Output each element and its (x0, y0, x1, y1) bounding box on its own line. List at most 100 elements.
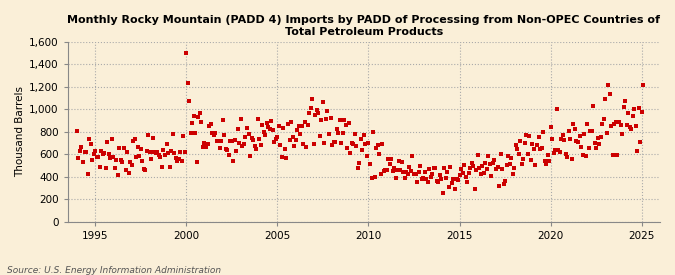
Point (80, 150, 91, 154)
Point (266, 119, 277, 123)
Point (629, 107, 640, 111)
Point (299, 120, 310, 125)
Point (435, 173, 446, 178)
Point (122, 150, 132, 154)
Point (275, 143, 286, 148)
Point (469, 186, 480, 191)
Point (78, 160, 88, 164)
Point (375, 172, 386, 176)
Point (317, 100, 328, 104)
Point (153, 153, 164, 158)
Point (378, 169, 389, 174)
Point (479, 171, 489, 176)
Point (554, 150, 565, 154)
Point (583, 146, 594, 150)
Point (226, 139, 237, 143)
Point (384, 161, 395, 166)
Point (591, 145, 601, 150)
Point (508, 172, 518, 176)
Point (562, 154, 573, 159)
Point (236, 117, 246, 122)
Point (578, 132, 589, 137)
Point (310, 113, 321, 118)
Point (155, 155, 166, 159)
Point (381, 168, 392, 172)
Point (313, 111, 324, 115)
Point (301, 145, 312, 149)
Point (568, 122, 579, 126)
Point (351, 144, 362, 148)
Point (524, 134, 535, 139)
Point (504, 162, 515, 166)
Point (194, 111, 205, 115)
Point (408, 172, 419, 177)
Point (188, 114, 199, 118)
Point (82, 171, 93, 176)
Point (286, 120, 296, 124)
Point (637, 109, 647, 114)
Point (196, 119, 207, 124)
Point (497, 167, 508, 171)
Point (339, 117, 350, 122)
Point (618, 105, 629, 109)
Point (119, 145, 130, 150)
Point (109, 166, 120, 170)
Point (421, 177, 431, 181)
Point (225, 139, 236, 143)
Point (250, 147, 261, 151)
Point (368, 130, 379, 134)
Point (333, 131, 344, 135)
Point (169, 151, 180, 155)
Point (386, 156, 397, 161)
Point (530, 163, 541, 167)
Point (597, 122, 608, 126)
Point (345, 150, 356, 155)
Point (315, 134, 325, 139)
Point (571, 139, 582, 144)
Point (223, 153, 234, 157)
Point (228, 159, 239, 163)
Point (99, 151, 109, 155)
Point (186, 131, 196, 136)
Point (105, 156, 115, 161)
Point (532, 142, 543, 147)
Point (445, 165, 456, 170)
Point (433, 180, 443, 185)
Point (516, 162, 527, 166)
Point (161, 142, 172, 146)
Point (502, 163, 512, 167)
Point (460, 175, 471, 180)
Point (213, 139, 223, 144)
Point (220, 147, 231, 151)
Point (358, 133, 369, 137)
Point (600, 97, 611, 101)
Point (542, 153, 553, 157)
Point (570, 126, 580, 131)
Point (350, 132, 360, 136)
Text: Source: U.S. Energy Information Administration: Source: U.S. Energy Information Administ… (7, 266, 221, 275)
Point (371, 146, 381, 150)
Point (394, 158, 404, 163)
Point (305, 106, 316, 110)
Point (362, 153, 373, 158)
Point (173, 157, 184, 162)
Point (390, 176, 401, 180)
Point (242, 125, 252, 130)
Point (495, 152, 506, 156)
Point (86, 158, 97, 162)
Point (356, 137, 367, 141)
Point (338, 131, 348, 136)
Point (144, 150, 155, 154)
Point (256, 123, 267, 127)
Point (126, 163, 137, 167)
Point (293, 124, 304, 128)
Point (564, 129, 574, 133)
Point (84, 137, 95, 142)
Point (103, 152, 114, 156)
Point (459, 163, 470, 167)
Point (123, 171, 134, 175)
Point (491, 167, 502, 171)
Point (412, 180, 423, 184)
Point (414, 164, 425, 168)
Point (423, 180, 433, 185)
